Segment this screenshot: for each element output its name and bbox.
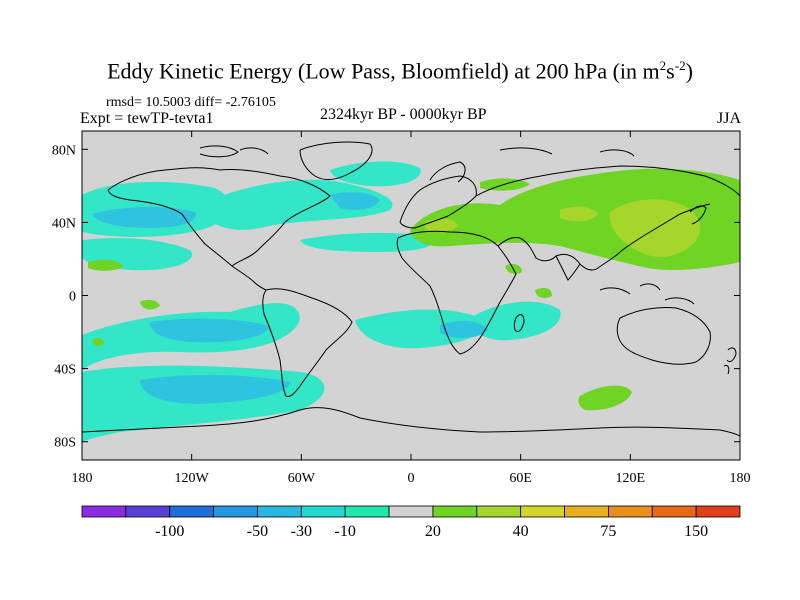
scandinavia-coast <box>429 161 466 183</box>
south-pacific-core-patch <box>150 318 270 343</box>
colorbar-swatch <box>213 505 258 518</box>
colorbar-swatch <box>476 505 522 518</box>
lon-tick-label: 180 <box>730 471 751 486</box>
australia-coast <box>616 307 711 365</box>
colorbar-label: 20 <box>425 523 441 540</box>
southern-ocean-core-patch <box>140 374 290 404</box>
colorbar-swatch <box>169 505 215 518</box>
colorbar-swatch <box>81 505 127 518</box>
coastlines <box>82 141 740 437</box>
colorbar-label: 75 <box>600 523 616 540</box>
madagascar-coast <box>513 314 525 333</box>
colorbar-swatch <box>257 505 302 518</box>
colorbar-label: -10 <box>335 523 356 540</box>
lon-tick-label: 180 <box>72 471 93 486</box>
lat-tick-label: 40N <box>52 216 76 231</box>
stronger-negative-regions <box>92 192 488 404</box>
colorbar-label: -30 <box>291 523 312 540</box>
colorbar-swatch <box>608 505 653 518</box>
africa-coast <box>396 230 517 355</box>
lon-tick-label: 0 <box>408 471 415 486</box>
colorbar-label: -100 <box>155 523 184 540</box>
southern-ocean-positive-patch <box>578 385 632 411</box>
lon-tick-label: 60E <box>509 471 532 486</box>
tasman-positive-patch <box>92 337 104 347</box>
north-atlantic-patch <box>200 179 393 230</box>
pacific-positive-patch <box>88 259 124 271</box>
greenland-coast <box>299 141 373 180</box>
indian-positive-patch <box>535 288 552 298</box>
colorbar-label: 40 <box>513 523 529 540</box>
pacific-core-patch <box>92 206 196 228</box>
asia-coast <box>475 165 740 271</box>
colorbar-swatch <box>300 505 346 518</box>
lon-tick-label: 120W <box>175 471 210 486</box>
central-asia-core-patch <box>560 206 598 222</box>
colorbar: -100 -50 -30 -10 20 40 75 150 <box>81 505 741 540</box>
experiment-label: Expt = tewTP-tevta1 <box>80 110 214 127</box>
colorbar-label: 150 <box>684 523 708 540</box>
colorbar-swatch <box>432 505 478 518</box>
season-label: JJA <box>716 110 741 127</box>
lon-tick-label: 120E <box>616 471 646 486</box>
map-title: Eddy Kinetic Energy (Low Pass, Bloomfiel… <box>107 58 693 84</box>
stats-label: rmsd= 10.5003 diff= -2.76105 <box>106 95 276 110</box>
lat-tick-label: 40S <box>54 363 76 378</box>
lat-tick-label: 80N <box>52 143 76 158</box>
lat-tick-label: 0 <box>69 290 76 305</box>
colorbar-swatch <box>344 505 390 518</box>
arctic-atlantic-patch <box>330 161 421 187</box>
south-america-coast <box>262 288 353 397</box>
period-label: 2324kyr BP - 0000kyr BP <box>320 106 487 123</box>
colorbar-label: -50 <box>247 523 268 540</box>
longitude-axis: 180 120W 60W 0 60E 120E 180 <box>72 131 751 486</box>
india-coast <box>555 255 581 281</box>
latitude-axis: 80N 40N 0 40S 80S <box>52 143 740 451</box>
antarctica-coast <box>82 407 740 437</box>
indian-core-patch <box>440 320 488 338</box>
indonesia-coast <box>599 283 695 305</box>
colorbar-swatch <box>388 505 434 518</box>
new-zealand-coast <box>723 347 737 375</box>
colorbar-swatch <box>564 505 609 518</box>
arctic-islands-coast <box>199 145 635 158</box>
colorbar-swatch <box>695 505 741 518</box>
japan-coast <box>689 205 707 225</box>
colorbar-swatch <box>125 505 171 518</box>
north-america-coast <box>107 167 331 267</box>
mediterranean-core-patch <box>425 218 458 233</box>
lon-tick-label: 60W <box>288 471 316 486</box>
south-atlantic-patch <box>355 309 482 349</box>
colorbar-swatch <box>651 505 697 518</box>
central-america-coast <box>231 265 267 291</box>
map-field <box>82 131 740 460</box>
lat-tick-label: 80S <box>54 436 76 451</box>
tropical-pacific-positive-patch <box>140 299 160 310</box>
atlantic-core-patch <box>330 192 380 210</box>
colorbar-swatch <box>520 505 565 518</box>
